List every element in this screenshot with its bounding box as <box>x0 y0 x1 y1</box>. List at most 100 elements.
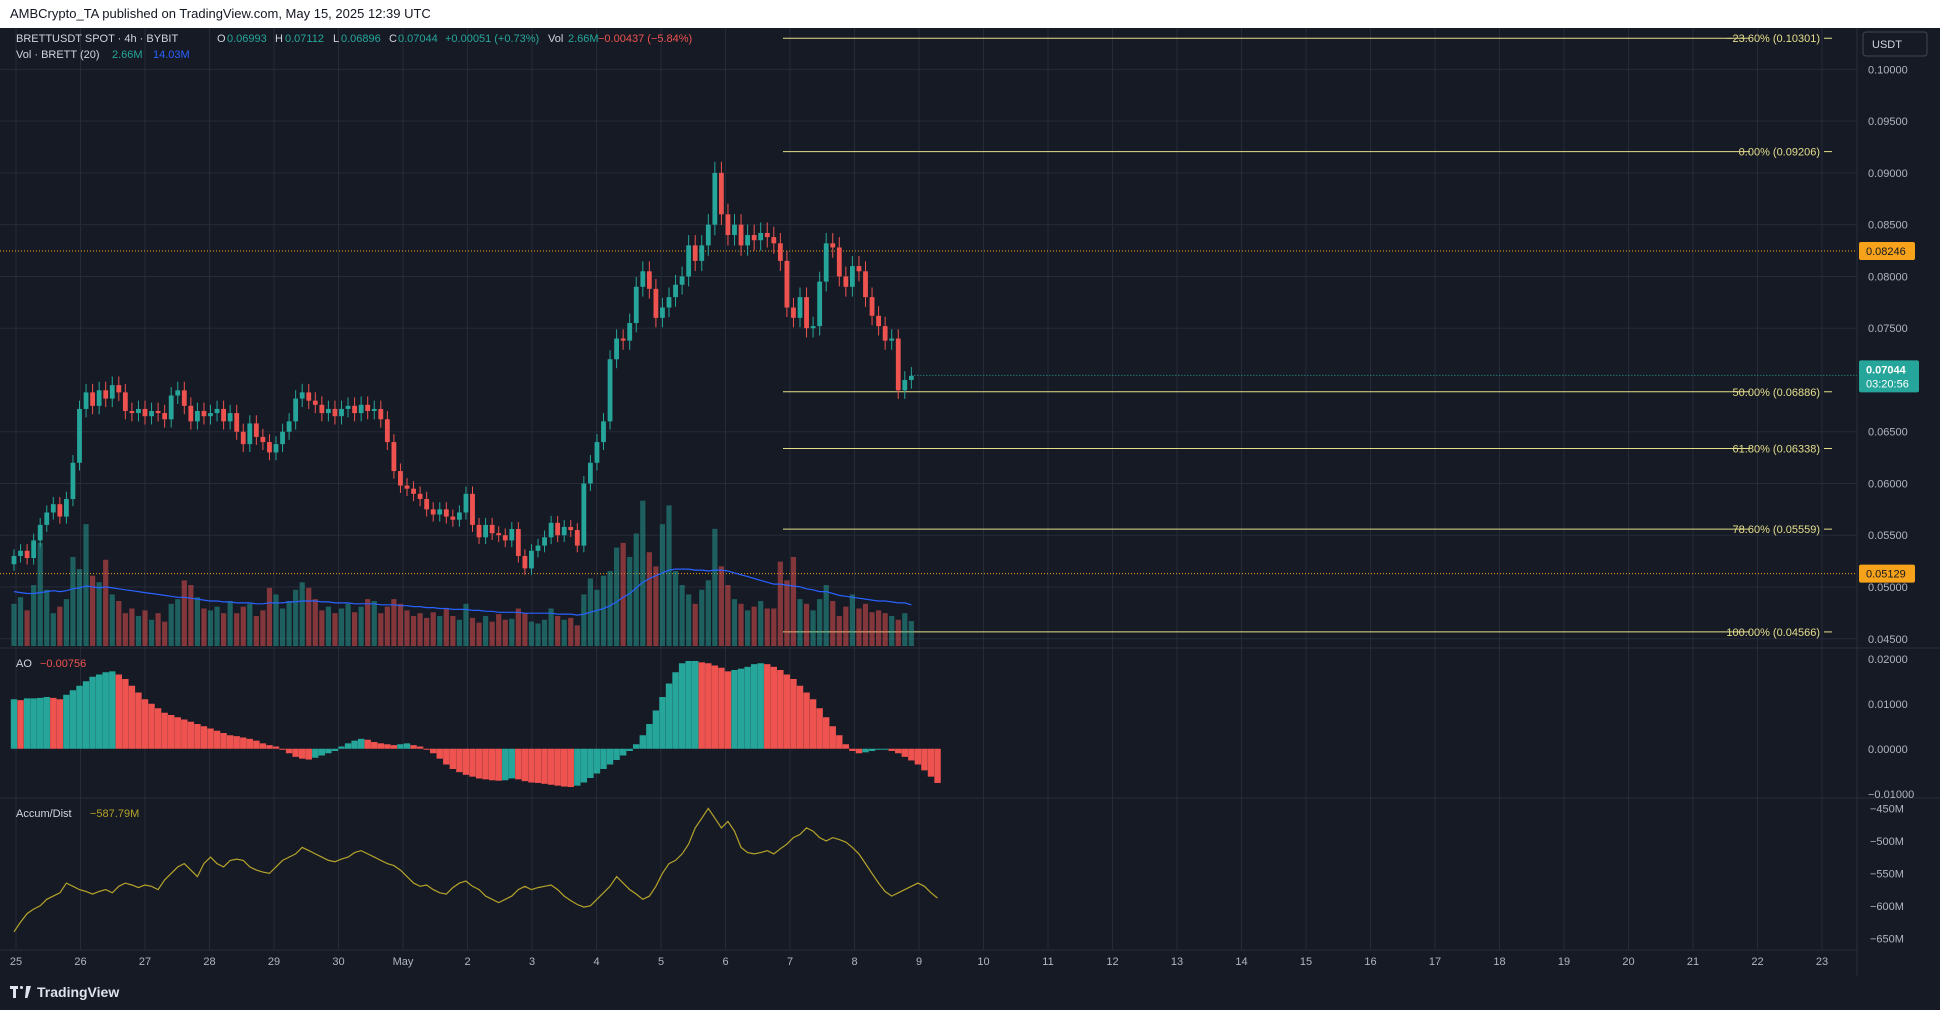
candle-body <box>430 509 436 515</box>
ao-bar <box>430 748 437 754</box>
candle-body <box>234 413 240 432</box>
ad-tick-label: −500M <box>1870 836 1904 848</box>
accumulation-distribution <box>13 807 938 933</box>
ao-bar <box>868 748 876 751</box>
footer-bar: TradingView <box>0 976 1940 1010</box>
candle-body <box>109 385 115 399</box>
volume-bar <box>692 603 698 646</box>
candle-body <box>129 411 135 414</box>
time-tick-label: 23 <box>1816 956 1828 968</box>
time-tick-label: 13 <box>1171 956 1183 968</box>
legend-change: +0.00051 (+0.73%) <box>445 33 539 45</box>
volume-bar <box>502 619 508 646</box>
volume-bar <box>810 610 816 646</box>
time-tick-label: 12 <box>1106 956 1118 968</box>
candle-body <box>267 442 272 453</box>
ao-bar <box>384 744 391 749</box>
volume-bar <box>24 610 30 646</box>
ad-legend: Accum/Dist −587.79M <box>16 808 139 820</box>
ao-bar <box>521 748 529 782</box>
candle-body <box>784 260 790 308</box>
ao-bar <box>122 679 129 749</box>
candle-body <box>411 488 416 494</box>
volume-bar <box>338 608 345 646</box>
volume-bar <box>122 613 128 646</box>
volume-bar <box>803 603 810 646</box>
ao-bar <box>547 748 555 785</box>
volume-bar <box>253 616 259 646</box>
ao-bar <box>109 671 116 749</box>
candle-body <box>574 530 580 546</box>
candle-body <box>90 392 95 406</box>
volume-bar <box>266 587 273 646</box>
candle-body <box>542 537 547 546</box>
ad-label: Accum/Dist <box>16 808 72 820</box>
volume-bar <box>751 606 757 646</box>
legend-c-label: C <box>389 33 397 45</box>
volume-bar <box>561 619 567 646</box>
ao-bar <box>711 665 719 749</box>
ao-bar <box>914 748 922 765</box>
candle-body <box>463 493 469 513</box>
ao-bar <box>475 748 483 779</box>
volume-bar <box>594 589 600 646</box>
ao-bar <box>423 748 430 750</box>
volume-bar <box>168 603 174 646</box>
time-tick-label: 7 <box>787 956 793 968</box>
ao-bar <box>259 743 267 749</box>
volume-bar <box>620 542 626 646</box>
ao-bar <box>580 748 588 783</box>
candle-body <box>155 411 161 414</box>
volume-bar <box>188 585 194 646</box>
horizontal-levels: 0.08246 0.05129 0.07044 03:20:56 <box>0 241 1919 583</box>
volume-bar <box>31 585 37 646</box>
candle-body <box>771 237 777 244</box>
volume-bar <box>522 613 528 646</box>
ao-bar <box>757 663 764 749</box>
volume-bar <box>358 606 364 646</box>
volume-bar <box>352 612 358 646</box>
ao-bar <box>17 700 24 749</box>
volume-bar <box>882 613 888 646</box>
candle-body <box>496 533 502 536</box>
volume-bar <box>902 613 908 646</box>
time-tick-label: 2 <box>464 956 470 968</box>
ao-bar <box>502 748 509 781</box>
ao-bar <box>141 699 149 749</box>
currency-button[interactable]: USDT <box>1862 31 1928 57</box>
volume-bar <box>96 582 102 646</box>
ao-bar <box>875 748 882 750</box>
ao-bar <box>246 738 253 749</box>
ao-bar <box>934 748 941 783</box>
last-price-badge <box>1859 360 1919 393</box>
volume-bar <box>37 542 43 646</box>
ao-bar <box>685 661 692 749</box>
ao-bar <box>731 670 738 749</box>
candle-body <box>738 224 744 246</box>
ao-bar <box>488 748 496 781</box>
volume-bar <box>869 612 875 646</box>
candle-body <box>594 442 600 463</box>
chart-canvas[interactable]: −23.60% (0.10301) 0.00% (0.09206) 50.00% (… <box>0 28 1940 976</box>
volume-bar <box>17 597 24 646</box>
ao-bar <box>305 748 312 760</box>
ao-bar <box>168 715 175 749</box>
volume-bar <box>57 606 63 646</box>
tradingview-logo[interactable]: TradingView <box>10 984 119 1000</box>
volume-bar <box>424 617 430 646</box>
candle-body <box>843 276 849 287</box>
ao-bar <box>809 699 817 749</box>
volume-bar <box>646 552 652 646</box>
volume-bar <box>777 561 783 646</box>
volume-bar <box>50 613 56 646</box>
ao-bar <box>174 717 181 749</box>
volume-bar <box>600 575 607 646</box>
ao-bar <box>692 661 699 749</box>
volume-bar <box>718 566 724 646</box>
volume-bar <box>175 599 181 646</box>
tradingview-logo-icon <box>10 986 32 998</box>
ao-bar <box>364 739 371 749</box>
legend-symbol: BRETTUSDT SPOT · 4h · BYBIT <box>16 33 178 45</box>
legend-vol-study-v2: 14.03M <box>153 49 190 61</box>
ao-bar <box>69 690 77 749</box>
